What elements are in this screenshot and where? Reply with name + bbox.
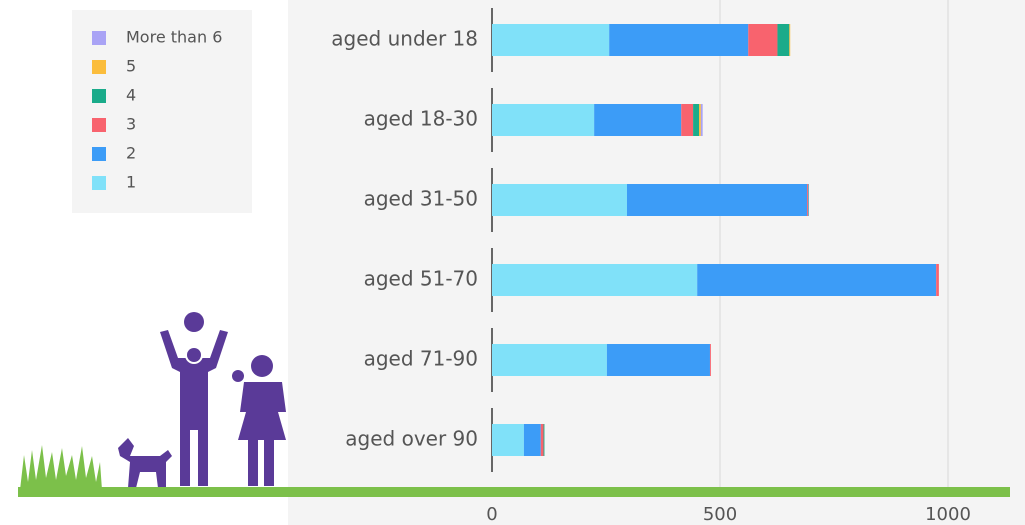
bar-segment	[492, 424, 524, 456]
x-tick-label: 0	[486, 504, 497, 525]
bar-segment	[541, 424, 544, 456]
legend-label: 3	[126, 115, 136, 134]
chart: 0 500 1000 aged under 18 aged 18-30 aged 31-5…	[0, 0, 1025, 525]
legend-swatch	[92, 147, 106, 161]
bar-segment	[492, 104, 594, 136]
legend-label: 1	[126, 173, 136, 192]
y-tick-label: aged 51-70	[364, 267, 478, 291]
y-tick-label: aged 18-30	[364, 107, 478, 131]
y-tick-label: aged 31-50	[364, 187, 478, 211]
bar-segment	[701, 104, 703, 136]
bar-segment	[777, 24, 789, 56]
bar-segment	[492, 344, 607, 376]
bar-segment	[697, 264, 936, 296]
bar-segment	[936, 264, 939, 296]
bar-segment	[607, 344, 710, 376]
legend-label: 2	[126, 144, 136, 163]
illustration	[20, 312, 286, 490]
bar-segment	[807, 184, 808, 216]
bar-segment	[681, 104, 693, 136]
x-tick-label: 1000	[925, 504, 971, 525]
legend-swatch	[92, 118, 106, 132]
legend-swatch	[92, 31, 106, 45]
x-tick-label: 500	[703, 504, 737, 525]
y-tick-label: aged 71-90	[364, 347, 478, 371]
y-tick-label: aged under 18	[331, 27, 478, 51]
bar-segment	[693, 104, 699, 136]
legend-label: More than 6	[126, 28, 222, 47]
bar-segment	[627, 184, 807, 216]
bar-segment	[609, 24, 748, 56]
bar-segment	[710, 344, 711, 376]
bar-segment	[492, 24, 609, 56]
bar-segment	[594, 104, 681, 136]
legend-label: 4	[126, 86, 136, 105]
bar-segment	[748, 24, 777, 56]
bar-segment	[699, 104, 701, 136]
legend-swatch	[92, 89, 106, 103]
legend-swatch	[92, 176, 106, 190]
bar-segment	[789, 24, 790, 56]
bar-segment	[492, 264, 697, 296]
ground	[18, 487, 1010, 497]
legend-label: 5	[126, 57, 136, 76]
bar-segment	[492, 184, 627, 216]
bar-segment	[544, 424, 545, 456]
bar-segment	[524, 424, 541, 456]
legend-swatch	[92, 60, 106, 74]
y-tick-label: aged over 90	[345, 427, 478, 451]
